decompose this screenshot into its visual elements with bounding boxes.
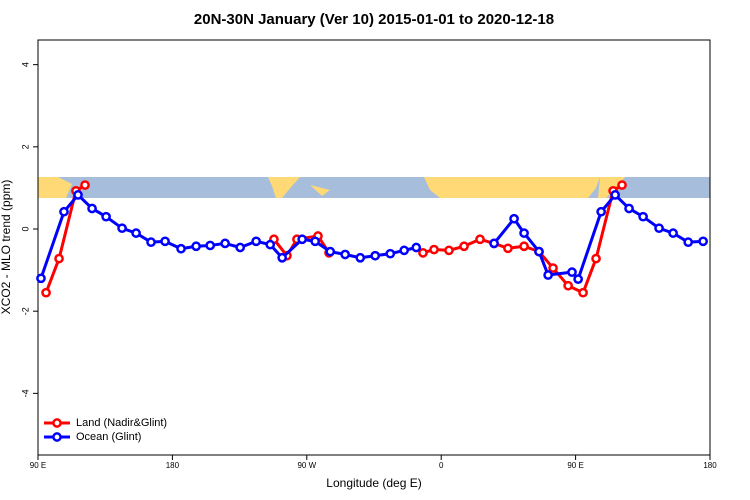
legend-marker (52, 432, 62, 442)
x-axis-label: Longitude (deg E) (326, 476, 421, 490)
data-point (251, 236, 262, 247)
data-point (385, 248, 396, 259)
data-point (265, 239, 276, 250)
data-point (654, 223, 664, 234)
data-point (220, 238, 230, 249)
data-point (489, 238, 499, 249)
data-point (591, 253, 601, 264)
map-land (268, 177, 300, 198)
data-point (355, 252, 366, 263)
data-point (310, 236, 321, 247)
data-point (509, 213, 519, 224)
data-point (205, 240, 216, 251)
data-point (668, 228, 678, 238)
data-point (117, 223, 127, 234)
data-point (297, 234, 308, 245)
series-line (44, 183, 623, 295)
x-tick-label: 90 E (30, 461, 46, 470)
data-point (101, 211, 111, 222)
data-point (176, 243, 186, 254)
data-point (567, 267, 577, 278)
data-point (73, 190, 83, 200)
data-point (519, 241, 529, 252)
data-point (340, 249, 351, 260)
plot-frame (37, 39, 711, 456)
x-tick-label: 180 (166, 461, 180, 470)
series-line (39, 193, 704, 281)
data-point (563, 280, 573, 291)
data-point (459, 241, 469, 252)
data-point (548, 263, 558, 273)
data-point (610, 190, 621, 200)
x-tick-label: 0 (439, 461, 444, 470)
data-point (475, 234, 485, 245)
x-tick-label: 90 W (297, 461, 316, 470)
data-point (573, 274, 583, 284)
data-point (638, 211, 648, 222)
data-point (54, 253, 64, 264)
data-point (418, 247, 428, 258)
data-point (578, 287, 588, 298)
x-tick-label: 90 E (567, 461, 583, 470)
y-tick-label: -2 (20, 307, 30, 315)
map-land (38, 177, 72, 198)
y-tick-label: -4 (20, 389, 30, 397)
y-tick-label: 2 (20, 144, 30, 149)
data-point (146, 237, 156, 248)
data-point (131, 228, 141, 238)
data-point (444, 245, 454, 256)
data-point (503, 243, 513, 254)
chart-title: 20N-30N January (Ver 10) 2015-01-01 to 2… (194, 11, 554, 28)
x-tick-label: 180 (703, 461, 717, 470)
data-point (80, 180, 90, 190)
data-point (698, 236, 708, 247)
data-point (87, 203, 97, 214)
y-tick-label: 0 (20, 227, 30, 232)
map-strip (38, 177, 710, 198)
legend-marker (52, 418, 62, 428)
data-point (596, 206, 606, 217)
data-point (399, 245, 410, 256)
data-point (325, 246, 336, 257)
data-point (624, 203, 634, 214)
data-point (683, 237, 694, 248)
y-axis-label: XCO2 - MLO trend (ppm) (0, 180, 13, 315)
data-point (59, 206, 69, 217)
data-point (429, 244, 439, 255)
data-point (191, 241, 201, 252)
legend-label: Land (Nadir&Glint) (76, 417, 167, 429)
data-point (411, 242, 422, 253)
map-land (310, 185, 330, 196)
data-point (370, 250, 381, 261)
data-point (36, 273, 46, 284)
data-point (519, 228, 529, 238)
data-point (160, 236, 170, 247)
data-point (534, 246, 544, 257)
data-point (543, 270, 553, 280)
data-point (277, 252, 288, 263)
y-tick-label: 4 (20, 62, 30, 67)
data-point (617, 180, 627, 190)
data-point (41, 287, 51, 298)
map-land (424, 177, 600, 198)
legend-label: Ocean (Glint) (76, 431, 141, 443)
data-point (235, 242, 246, 253)
